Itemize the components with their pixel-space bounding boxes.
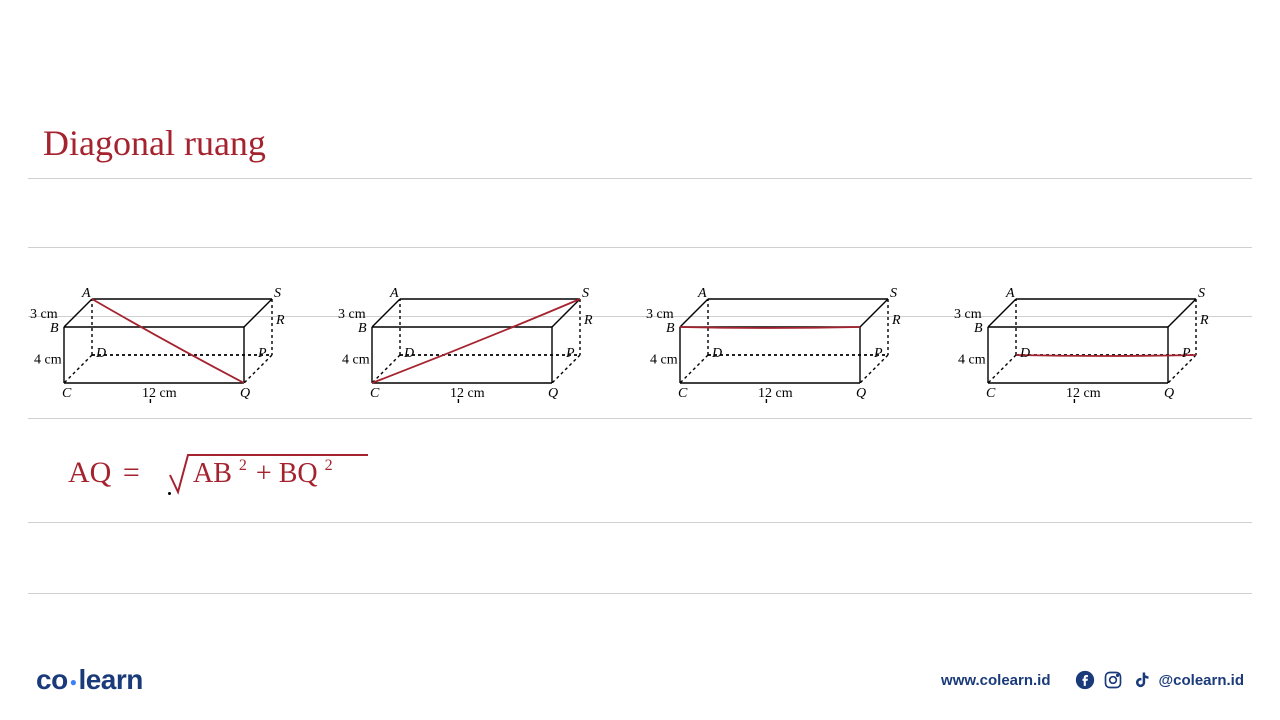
svg-text:3 cm: 3 cm [30, 307, 58, 322]
logo: co●learn [36, 664, 143, 696]
tiktok-icon [1131, 670, 1151, 690]
svg-text:A: A [389, 286, 399, 301]
ruled-line [28, 522, 1252, 523]
footer-right: www.colearn.id @colearn.id [941, 670, 1244, 690]
svg-text:B: B [358, 321, 367, 336]
svg-text:4 cm: 4 cm [650, 352, 678, 367]
svg-text:3 cm: 3 cm [338, 307, 366, 322]
svg-text:S: S [582, 286, 589, 301]
footer: co●learn www.colearn.id @colearn.id [36, 664, 1244, 696]
svg-text:12 cm: 12 cm [450, 386, 485, 401]
instagram-icon [1103, 670, 1123, 690]
social: @colearn.id [1075, 670, 1244, 690]
svg-text:P: P [257, 346, 267, 361]
footer-handle: @colearn.id [1159, 672, 1244, 689]
formula-exp2: 2 [325, 457, 333, 474]
svg-text:AB 2 + BQ 2: AB 2 + BQ 2 [193, 447, 333, 489]
svg-text:R: R [891, 313, 901, 328]
svg-text:P: P [873, 346, 883, 361]
formula-eq: = [123, 456, 140, 489]
facebook-icon [1075, 670, 1095, 690]
svg-text:C: C [678, 386, 688, 401]
svg-text:R: R [275, 313, 285, 328]
svg-text:D: D [403, 346, 414, 361]
formula-ab: AB [193, 458, 232, 489]
svg-text:12 cm: 12 cm [142, 386, 177, 401]
svg-text:S: S [274, 286, 281, 301]
svg-text:C: C [62, 386, 72, 401]
svg-text:R: R [583, 313, 593, 328]
formula: AQ = AB 2 + BQ 2 [68, 447, 388, 507]
svg-text:Q: Q [240, 386, 250, 401]
cuboid-1: A S B C Q D P R 3 cm 4 cm 12 cm [28, 245, 288, 410]
dot [168, 492, 171, 495]
svg-text:12 cm: 12 cm [758, 386, 793, 401]
svg-text:12 cm: 12 cm [1066, 386, 1101, 401]
logo-co: co [36, 664, 68, 695]
formula-lhs: AQ [68, 456, 112, 489]
svg-text:A: A [81, 286, 91, 301]
logo-dot: ● [70, 675, 77, 689]
formula-exp1: 2 [239, 457, 247, 474]
svg-text:C: C [370, 386, 380, 401]
page: Diagonal ruang A S B C Q D P R 3 cm 4 cm 12 cm A S B… [0, 0, 1280, 720]
svg-text:R: R [1199, 313, 1209, 328]
svg-text:D: D [1019, 346, 1030, 361]
ruled-line [28, 593, 1252, 594]
svg-text:B: B [666, 321, 675, 336]
cuboid-4: A S B C Q D P R 3 cm 4 cm 12 cm [952, 245, 1212, 410]
svg-text:A: A [697, 286, 707, 301]
cuboid-2: A S B C Q D P R 3 cm 4 cm 12 cm [336, 245, 596, 410]
logo-learn: learn [78, 664, 142, 695]
ruled-line [28, 178, 1252, 179]
svg-text:B: B [974, 321, 983, 336]
svg-text:D: D [711, 346, 722, 361]
svg-text:4 cm: 4 cm [34, 352, 62, 367]
svg-text:3 cm: 3 cm [646, 307, 674, 322]
svg-text:4 cm: 4 cm [958, 352, 986, 367]
footer-url: www.colearn.id [941, 672, 1050, 689]
svg-text:B: B [50, 321, 59, 336]
svg-text:Q: Q [856, 386, 866, 401]
formula-plus-bq: + BQ [256, 458, 318, 489]
svg-text:AQ =: AQ = [68, 456, 140, 489]
ruled-line [28, 418, 1252, 419]
svg-text:3 cm: 3 cm [954, 307, 982, 322]
svg-text:D: D [95, 346, 106, 361]
svg-text:Q: Q [1164, 386, 1174, 401]
svg-text:S: S [1198, 286, 1205, 301]
cuboid-row: A S B C Q D P R 3 cm 4 cm 12 cm A S B C Q D P R 3 cm 4 cm 12… [28, 245, 1212, 410]
title: Diagonal ruang [43, 122, 266, 164]
svg-text:A: A [1005, 286, 1015, 301]
svg-text:P: P [1181, 346, 1191, 361]
svg-text:C: C [986, 386, 996, 401]
svg-text:4 cm: 4 cm [342, 352, 370, 367]
svg-text:S: S [890, 286, 897, 301]
svg-text:P: P [565, 346, 575, 361]
cuboid-3: A S B C Q D P R 3 cm 4 cm 12 cm [644, 245, 904, 410]
svg-text:Q: Q [548, 386, 558, 401]
